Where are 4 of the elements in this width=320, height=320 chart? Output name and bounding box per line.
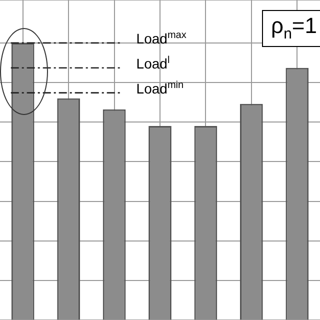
ref-line-label: Load$^{l}$ [136, 54, 170, 72]
ref-line-label: Load$^{min}$ [136, 80, 184, 96]
text: ρ$_{n}$=1 [262, 10, 320, 48]
ref-line-label: Load$^{max}$ [136, 30, 186, 47]
